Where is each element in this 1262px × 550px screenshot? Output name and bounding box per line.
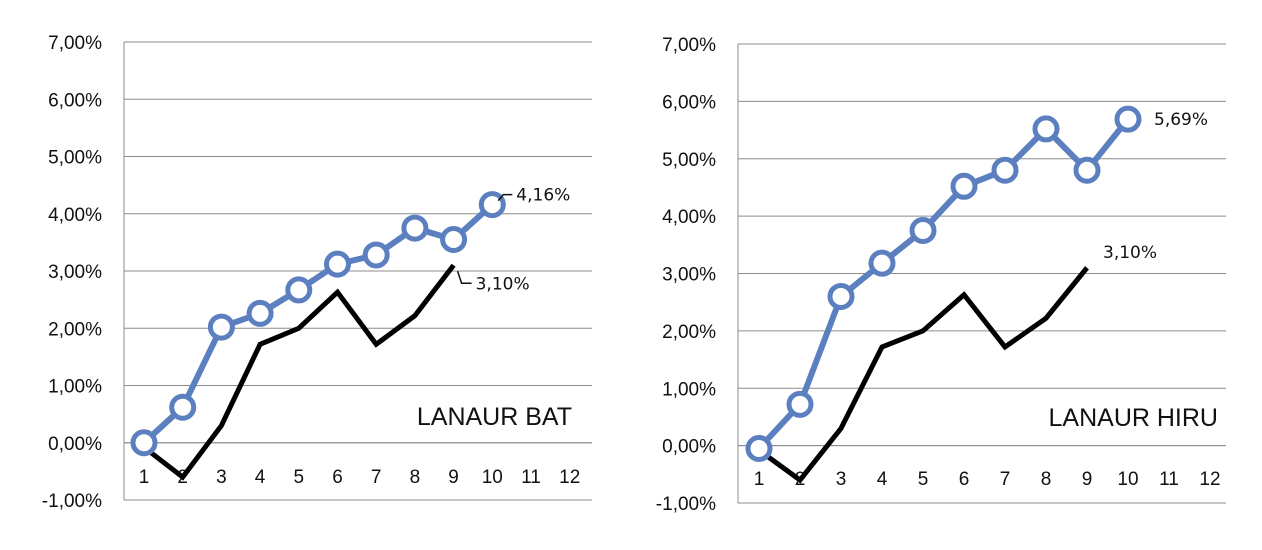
data-point: [324, 250, 351, 278]
data-point: [827, 282, 855, 310]
data-point: [440, 226, 468, 254]
y-tick-label: 3,00%: [662, 265, 716, 286]
data-point: [1114, 105, 1142, 133]
chart-caption: LANAUR BAT: [417, 403, 572, 431]
end-value-label: 4,16%: [516, 186, 570, 206]
x-tick-label: 12: [1199, 469, 1220, 490]
y-tick-label: 1,00%: [48, 377, 102, 398]
y-tick-label: 7,00%: [48, 33, 102, 54]
data-point: [130, 429, 158, 457]
y-tick-label: 2,00%: [662, 322, 716, 343]
series-line: [142, 263, 456, 481]
data-point: [169, 393, 197, 421]
end-value-label: 5,69%: [1154, 110, 1208, 130]
x-tick-label: 1: [754, 469, 765, 490]
x-tick-label: 8: [410, 467, 421, 488]
y-tick-label: 7,00%: [662, 35, 716, 56]
data-point: [991, 156, 1019, 184]
x-tick-label: 4: [877, 469, 888, 490]
series-line: [757, 266, 1089, 484]
x-tick-label: 3: [216, 467, 227, 488]
data-point: [868, 249, 896, 277]
end-value-label: 3,10%: [1103, 243, 1157, 263]
y-tick-label: 3,00%: [48, 262, 102, 283]
x-tick-label: 3: [836, 469, 847, 490]
x-tick-label: 7: [371, 467, 382, 488]
series-blue: [745, 105, 1142, 462]
x-tick-label: 6: [332, 467, 343, 488]
x-tick-label: 9: [1082, 469, 1093, 490]
y-tick-label: 0,00%: [662, 437, 716, 458]
x-tick-label: 5: [918, 469, 929, 490]
data-point: [909, 216, 937, 244]
x-tick-label: 10: [482, 467, 503, 488]
chart-panel-2: -1,00% 0,00% 1,00% 2,00% 3,00% 4,00% 5,00% 6,00…: [656, 35, 1226, 515]
x-tick-label: 11: [521, 467, 541, 488]
data-point: [285, 276, 313, 304]
x-tick-label: 1: [139, 467, 150, 488]
data-point: [1032, 115, 1060, 143]
series-line: [756, 117, 1131, 451]
x-tick-label: 12: [559, 467, 580, 488]
data-point: [1073, 156, 1101, 184]
y-tick-label: 0,00%: [48, 434, 102, 455]
y-tick-label: 4,00%: [48, 205, 102, 226]
series-line: [141, 202, 495, 445]
y-tick-label: 6,00%: [662, 92, 716, 113]
data-point: [786, 390, 814, 418]
data-point: [745, 434, 773, 462]
x-tick-label: 5: [294, 467, 305, 488]
chart-panel-1: -1,00% 0,00% 1,00% 2,00% 3,00% 4,00% 5,00% 6,00…: [42, 33, 592, 512]
x-tick-label: 4: [255, 467, 266, 488]
series-black: [142, 263, 456, 481]
x-tick-label: 10: [1117, 469, 1138, 490]
label-leader: [497, 193, 513, 202]
data-point: [478, 191, 506, 219]
x-tick-label: 9: [448, 467, 459, 488]
data-point: [362, 241, 390, 269]
y-tick-label: 2,00%: [48, 319, 102, 340]
label-leader: [456, 271, 472, 285]
series-blue: [130, 191, 506, 457]
series-black: [757, 266, 1089, 484]
y-tick-label: -1,00%: [656, 494, 716, 515]
data-point: [246, 299, 274, 327]
y-tick-label: 5,00%: [662, 150, 716, 171]
data-point: [207, 313, 235, 341]
y-tick-label: 6,00%: [48, 90, 102, 111]
y-tick-label: 5,00%: [48, 148, 102, 169]
data-point: [401, 214, 429, 242]
end-value-label: 3,10%: [476, 274, 530, 294]
x-tick-label: 11: [1159, 469, 1179, 490]
x-tick-label: 7: [1000, 469, 1011, 490]
x-tick-label: 6: [959, 469, 970, 490]
x-tick-label: 8: [1041, 469, 1052, 490]
y-tick-label: -1,00%: [42, 491, 102, 512]
y-tick-label: 1,00%: [662, 379, 716, 400]
chart-caption: LANAUR HIRU: [1049, 404, 1218, 432]
y-tick-label: 4,00%: [662, 207, 716, 228]
data-point: [950, 172, 978, 200]
